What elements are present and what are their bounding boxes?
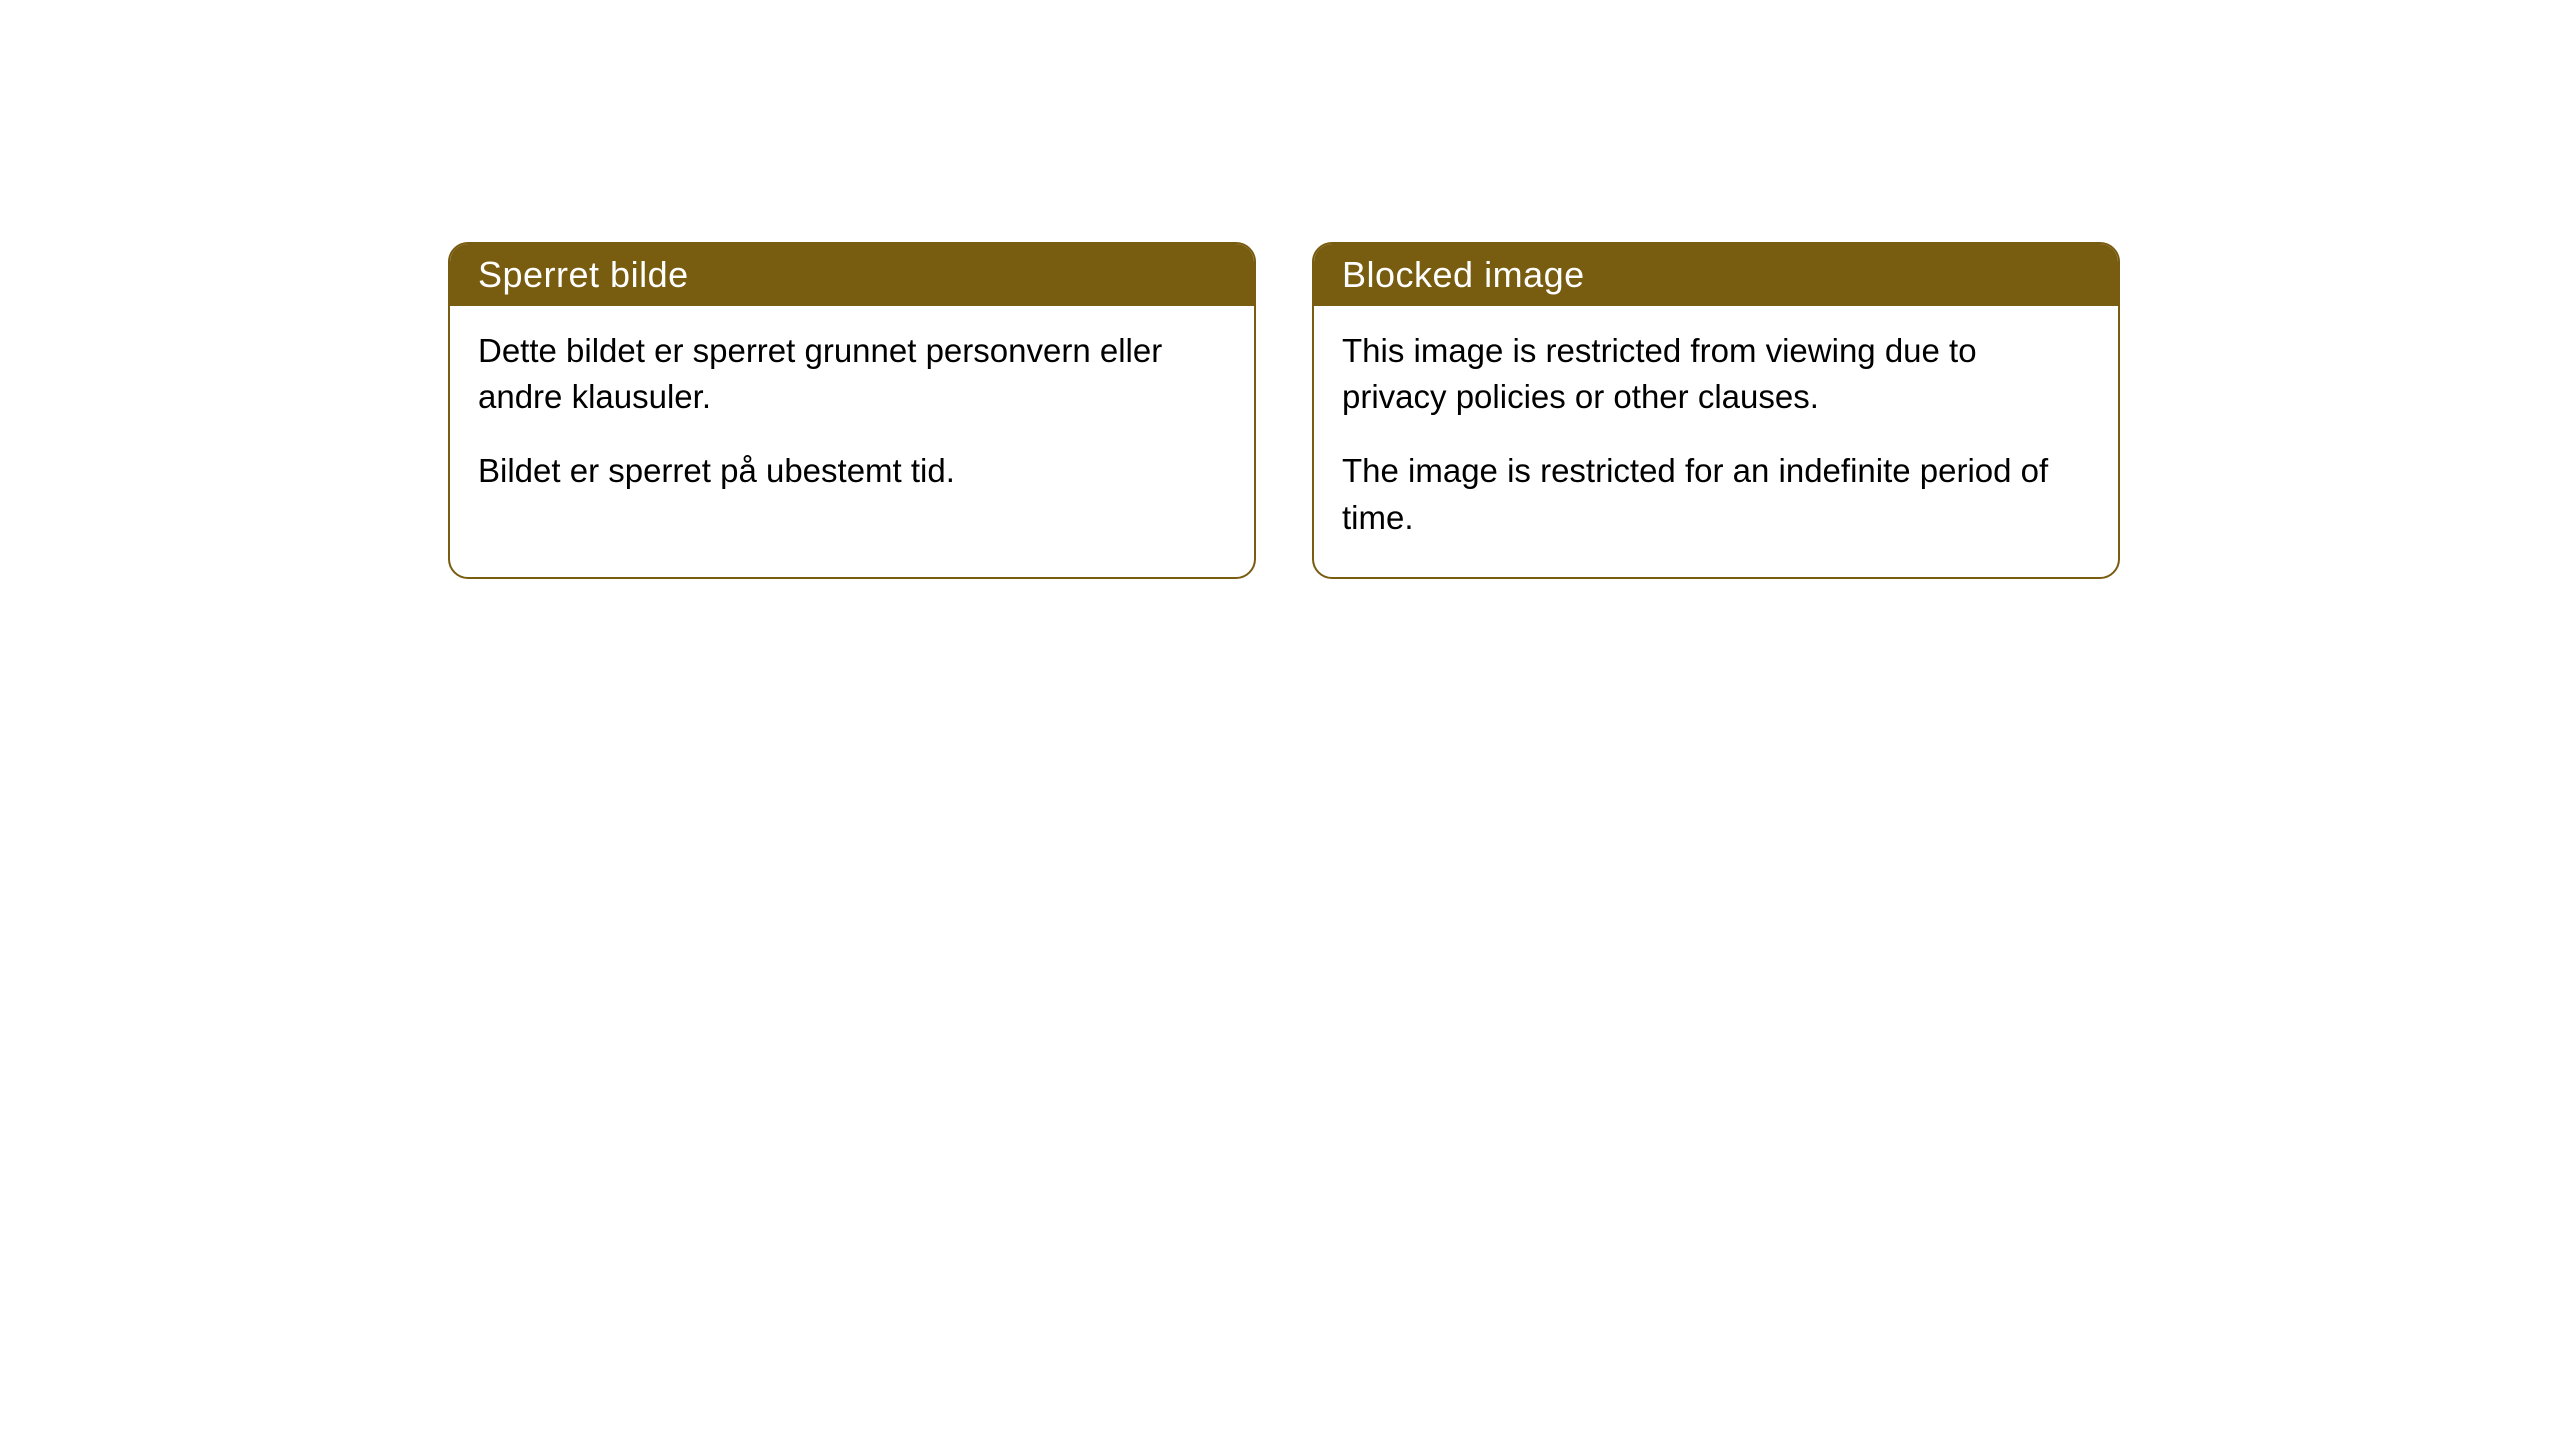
card-body-en: This image is restricted from viewing du… xyxy=(1314,306,2118,577)
cards-container: Sperret bilde Dette bildet er sperret gr… xyxy=(448,242,2120,579)
card-body-no: Dette bildet er sperret grunnet personve… xyxy=(450,306,1254,531)
card-text-en-1: This image is restricted from viewing du… xyxy=(1342,328,2090,420)
card-text-en-2: The image is restricted for an indefinit… xyxy=(1342,448,2090,540)
blocked-image-card-en: Blocked image This image is restricted f… xyxy=(1312,242,2120,579)
blocked-image-card-no: Sperret bilde Dette bildet er sperret gr… xyxy=(448,242,1256,579)
card-header-en: Blocked image xyxy=(1314,244,2118,306)
card-header-no: Sperret bilde xyxy=(450,244,1254,306)
card-text-no-2: Bildet er sperret på ubestemt tid. xyxy=(478,448,1226,494)
card-text-no-1: Dette bildet er sperret grunnet personve… xyxy=(478,328,1226,420)
